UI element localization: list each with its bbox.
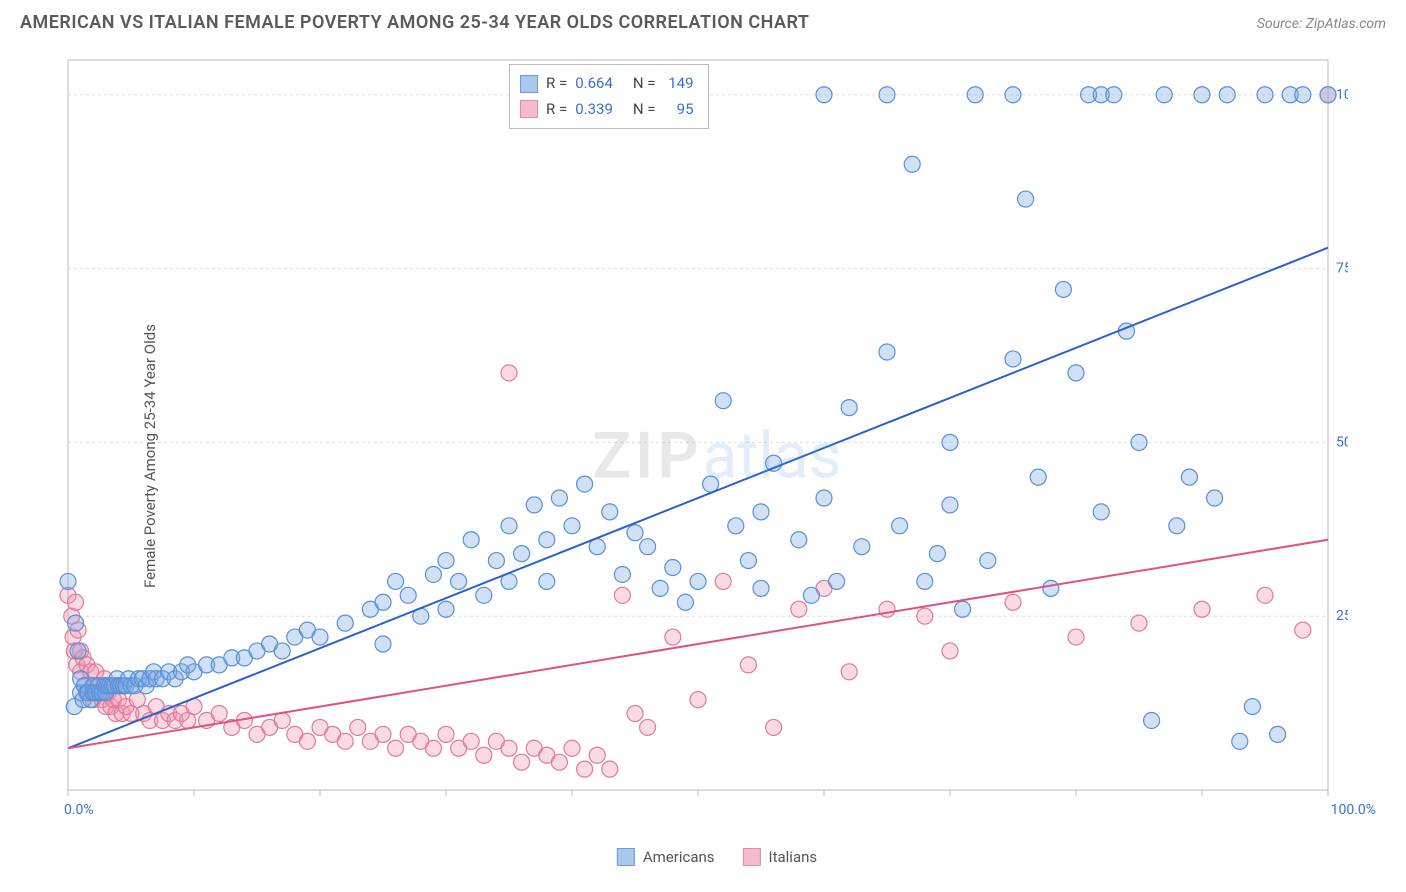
- svg-text:100.0%: 100.0%: [1336, 87, 1348, 103]
- y-axis-label: Female Poverty Among 25-34 Year Olds: [141, 324, 159, 588]
- chart-title: AMERICAN VS ITALIAN FEMALE POVERTY AMONG…: [20, 12, 809, 33]
- legend-item-italians: Italians: [743, 848, 818, 866]
- svg-text:25.0%: 25.0%: [1336, 608, 1348, 624]
- svg-text:50.0%: 50.0%: [1336, 434, 1348, 450]
- scatter-chart: 25.0% 50.0% 75.0% 100.0%: [48, 50, 1348, 820]
- legend-swatch-italians: [743, 848, 761, 866]
- x-axis-min-label: 0.0%: [64, 802, 94, 818]
- svg-text:75.0%: 75.0%: [1336, 261, 1348, 277]
- source-attribution: Source: ZipAtlas.com: [1257, 16, 1386, 32]
- legend-label-americans: Americans: [643, 848, 715, 866]
- legend-label-italians: Italians: [769, 848, 818, 866]
- legend-item-americans: Americans: [617, 848, 715, 866]
- correlation-legend: R =0.664N =149R =0.339N =95: [509, 64, 709, 129]
- legend-row-americans: R =0.664N =149: [520, 71, 694, 97]
- chart-container: Female Poverty Among 25-34 Year Olds 25.…: [48, 50, 1386, 862]
- legend-swatch-americans: [617, 848, 635, 866]
- x-axis-max-label: 100.0%: [1331, 802, 1376, 818]
- legend-row-italians: R =0.339N =95: [520, 97, 694, 123]
- series-legend: Americans Italians: [617, 848, 817, 866]
